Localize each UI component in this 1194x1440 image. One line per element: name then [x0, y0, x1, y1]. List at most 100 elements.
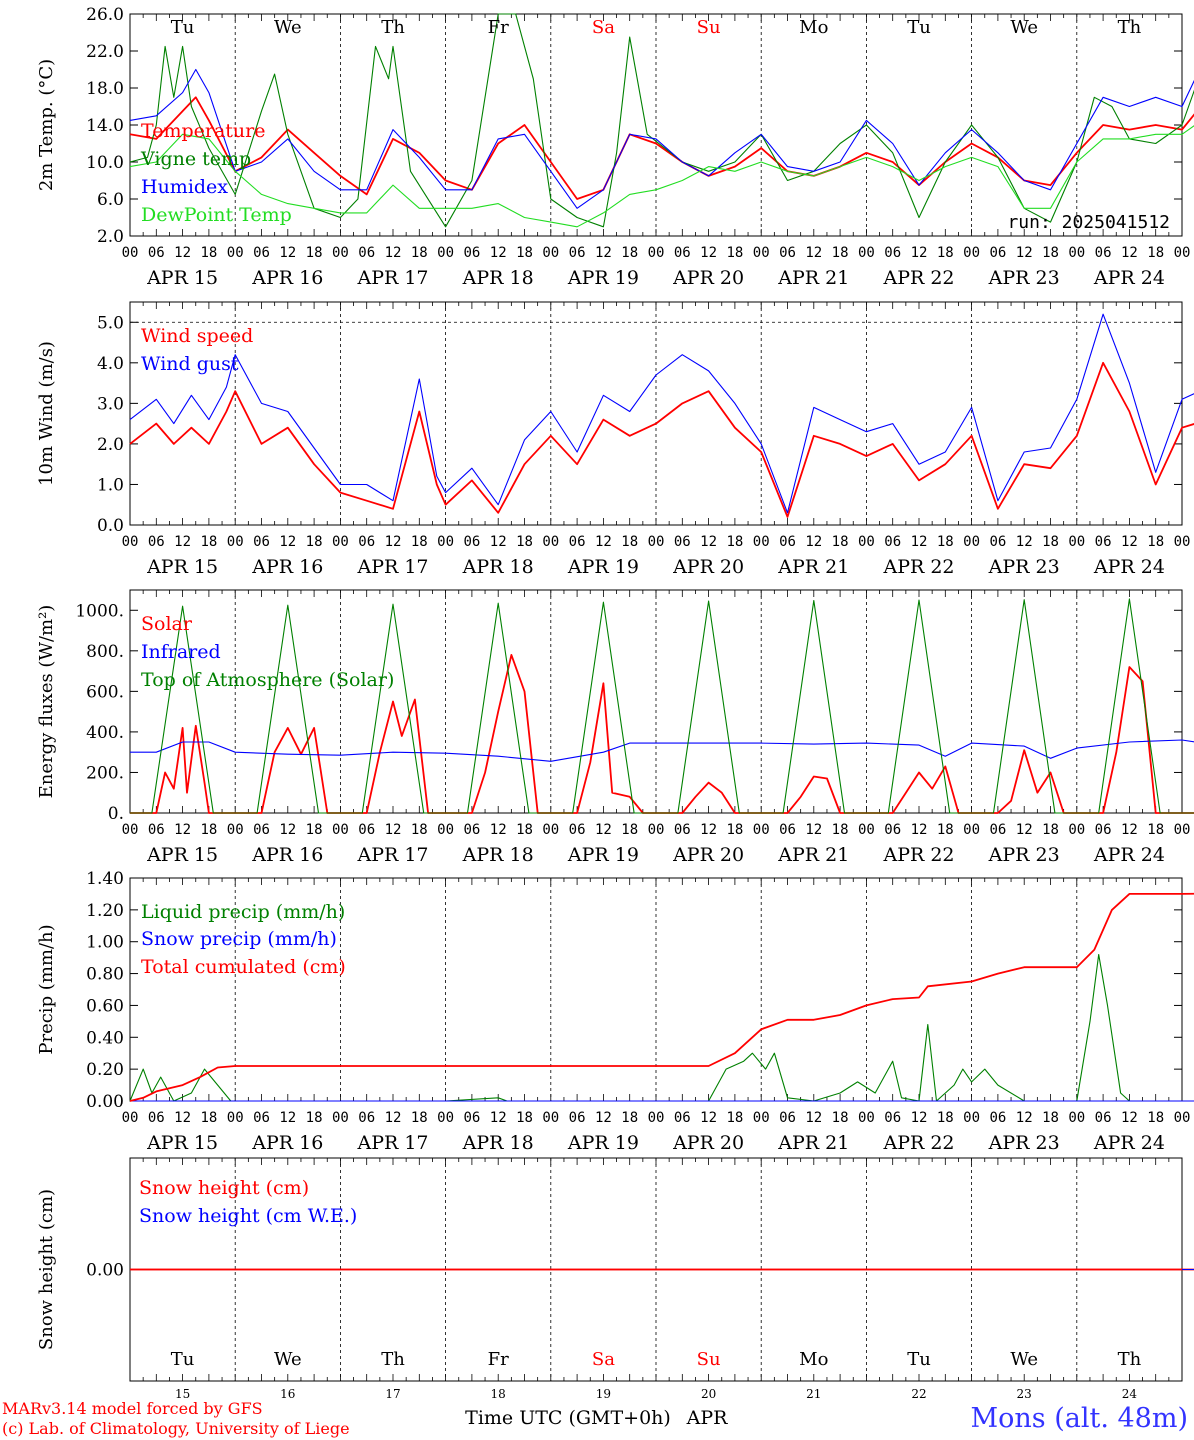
series-line-wind-gust — [129, 313, 1194, 514]
legend-entry: Top of Atmosphere (Solar) — [141, 669, 394, 691]
hour-tick-label: 00 — [1174, 1110, 1191, 1126]
hour-tick-label: 00 — [332, 534, 349, 550]
y-tick-label: 14.0 — [86, 116, 124, 136]
y-axis-label: 10m Wind (m/s) — [36, 341, 57, 486]
hour-tick-label: 12 — [1016, 245, 1033, 261]
day-number-label: 24 — [1122, 1387, 1138, 1401]
day-name-label: Tu — [171, 1349, 195, 1370]
hour-tick-label: 12 — [911, 245, 928, 261]
plot-frame — [129, 301, 1183, 526]
hour-tick-label: 18 — [937, 822, 954, 838]
hour-tick-label: 06 — [569, 1110, 586, 1126]
hour-tick-label: 06 — [779, 534, 796, 550]
run-label: run: 2025041512 — [1007, 212, 1170, 233]
hour-tick-label: 00 — [227, 822, 244, 838]
hour-tick-label: 12 — [700, 534, 717, 550]
hour-tick-label: 06 — [358, 822, 375, 838]
date-label: APR 15 — [146, 267, 218, 289]
hour-tick-label: 12 — [490, 1110, 507, 1126]
hour-tick-label: 12 — [700, 822, 717, 838]
date-label: APR 20 — [672, 267, 744, 289]
hour-tick-label: 18 — [1042, 534, 1059, 550]
date-label: APR 22 — [882, 267, 954, 289]
hour-tick-label: 12 — [174, 1110, 191, 1126]
date-label: APR 24 — [1093, 556, 1165, 578]
y-tick-label: 2.0 — [97, 227, 124, 247]
day-name-label: Sa — [592, 17, 615, 38]
hour-tick-label: 06 — [253, 1110, 270, 1126]
y-tick-label: 0.0 — [97, 516, 124, 536]
date-label: APR 18 — [462, 1132, 534, 1154]
hour-tick-label: 12 — [490, 534, 507, 550]
y-tick-label: 1.0 — [97, 475, 124, 495]
date-label: APR 23 — [988, 267, 1060, 289]
hour-tick-label: 00 — [542, 245, 559, 261]
hour-tick-label: 12 — [490, 822, 507, 838]
day-number-label: 18 — [491, 1387, 506, 1401]
hour-tick-label: 06 — [148, 245, 165, 261]
hour-tick-label: 18 — [726, 245, 743, 261]
legend-entry: Vigne temp — [140, 148, 251, 170]
hour-tick-label: 00 — [437, 1110, 454, 1126]
hour-tick-label: 00 — [963, 534, 980, 550]
hour-tick-label: 00 — [858, 822, 875, 838]
hour-tick-label: 06 — [989, 534, 1006, 550]
hour-tick-label: 12 — [385, 245, 402, 261]
panel-1: 2.0 6.0 10.0 14.0 18.0 22.0 26.0 2m Temp. (°C) T… — [36, 5, 1194, 289]
hour-tick-label: 18 — [937, 245, 954, 261]
hour-tick-label: 12 — [1016, 534, 1033, 550]
day-name-label: We — [1010, 1349, 1038, 1370]
hour-tick-label: 12 — [595, 822, 612, 838]
hour-tick-label: 12 — [1121, 822, 1138, 838]
hour-tick-label: 18 — [832, 1110, 849, 1126]
y-tick-label: 10.0 — [86, 153, 124, 173]
hour-tick-label: 06 — [358, 245, 375, 261]
hour-tick-label: 06 — [884, 245, 901, 261]
hour-tick-label: 18 — [726, 534, 743, 550]
panel-2: 0.0 1.0 2.0 3.0 4.0 5.0 10m Wind (m/s) Wind spe… — [36, 301, 1194, 578]
hour-tick-label: 00 — [542, 1110, 559, 1126]
hour-tick-label: 06 — [1095, 822, 1112, 838]
hour-tick-label: 18 — [937, 1110, 954, 1126]
day-number-label: 16 — [280, 1387, 295, 1401]
hour-tick-label: 12 — [911, 534, 928, 550]
hour-tick-label: 18 — [1042, 245, 1059, 261]
y-tick-label: 0. — [108, 804, 124, 824]
date-label: APR 22 — [882, 844, 954, 866]
y-axis-label: Energy fluxes (W/m²) — [36, 605, 57, 799]
y-tick-label: 200. — [86, 763, 124, 783]
date-label: APR 21 — [777, 1132, 849, 1154]
day-name-label: We — [274, 1349, 302, 1370]
day-name-label: Su — [697, 17, 721, 38]
panel-3: 0. 200. 400. 600. 800. 1000. Energy fluxes (W/… — [36, 589, 1194, 866]
hour-tick-label: 18 — [411, 534, 428, 550]
date-label: APR 17 — [356, 556, 428, 578]
hour-tick-label: 06 — [989, 822, 1006, 838]
date-label: APR 18 — [462, 556, 534, 578]
hour-tick-label: 12 — [1016, 1110, 1033, 1126]
y-tick-label: 5.0 — [97, 313, 124, 333]
hour-tick-label: 06 — [463, 822, 480, 838]
hour-tick-label: 12 — [279, 822, 296, 838]
legend-entry: Temperature — [141, 120, 265, 142]
hour-tick-label: 00 — [227, 534, 244, 550]
hour-tick-label: 06 — [358, 534, 375, 550]
date-label: APR 15 — [146, 1132, 218, 1154]
hour-tick-label: 12 — [174, 534, 191, 550]
date-label: APR 21 — [777, 556, 849, 578]
hour-tick-label: 18 — [200, 1110, 217, 1126]
date-label: APR 20 — [672, 1132, 744, 1154]
day-number-label: 17 — [385, 1387, 400, 1401]
credit-model: MARv3.14 model forced by GFS — [2, 1399, 263, 1418]
hour-tick-label: 00 — [753, 245, 770, 261]
day-name-label: Tu — [907, 17, 931, 38]
y-tick-label: 0.00 — [86, 1092, 124, 1112]
day-number-label: 22 — [911, 1387, 926, 1401]
hour-tick-label: 00 — [963, 1110, 980, 1126]
legend-entry: Wind speed — [141, 325, 253, 347]
hour-tick-label: 00 — [332, 822, 349, 838]
y-tick-label: 1.00 — [86, 933, 124, 953]
hour-tick-label: 18 — [411, 245, 428, 261]
date-label: APR 17 — [356, 267, 428, 289]
